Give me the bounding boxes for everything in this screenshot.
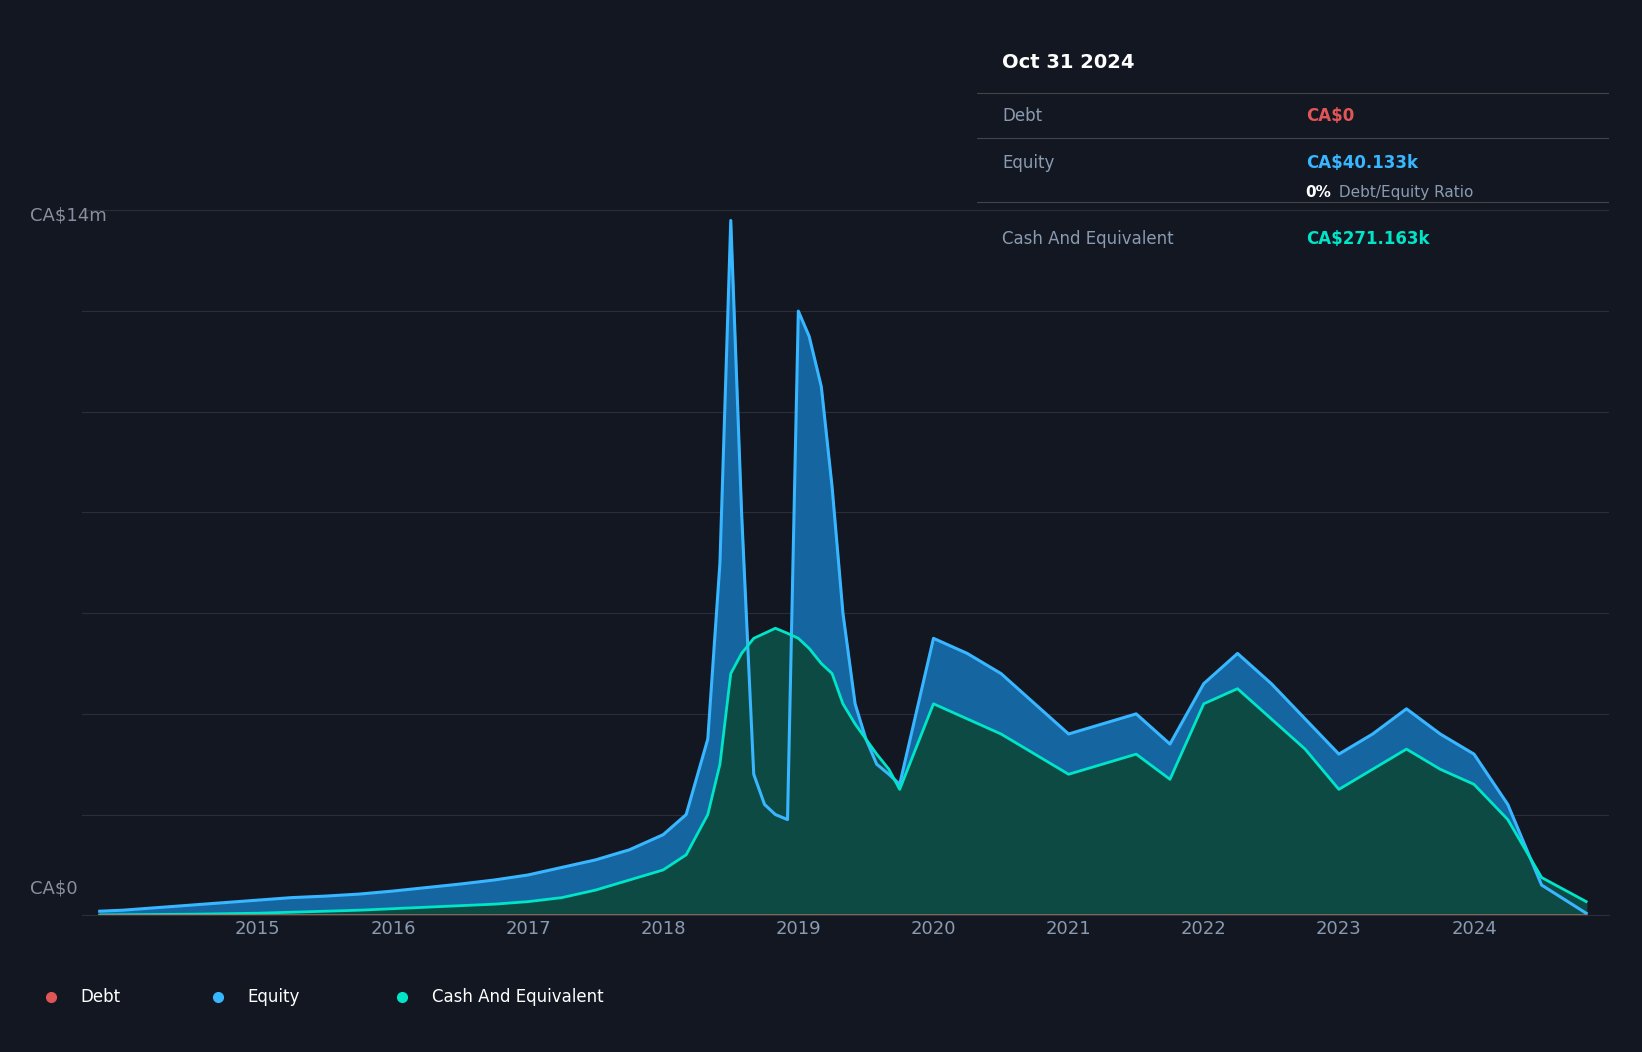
Text: CA$271.163k: CA$271.163k <box>1305 230 1429 248</box>
Text: CA$40.133k: CA$40.133k <box>1305 154 1417 171</box>
Text: Debt/Equity Ratio: Debt/Equity Ratio <box>1335 185 1473 200</box>
Text: CA$14m: CA$14m <box>30 206 107 225</box>
Text: Debt: Debt <box>80 988 122 1006</box>
Text: 0%: 0% <box>1305 185 1332 200</box>
Text: Oct 31 2024: Oct 31 2024 <box>1002 53 1135 72</box>
Text: Cash And Equivalent: Cash And Equivalent <box>432 988 604 1006</box>
Text: Equity: Equity <box>246 988 299 1006</box>
Text: Debt: Debt <box>1002 106 1043 124</box>
Text: CA$0: CA$0 <box>30 879 77 898</box>
Text: CA$0: CA$0 <box>1305 106 1355 124</box>
Text: Equity: Equity <box>1002 154 1054 171</box>
Text: Cash And Equivalent: Cash And Equivalent <box>1002 230 1174 248</box>
